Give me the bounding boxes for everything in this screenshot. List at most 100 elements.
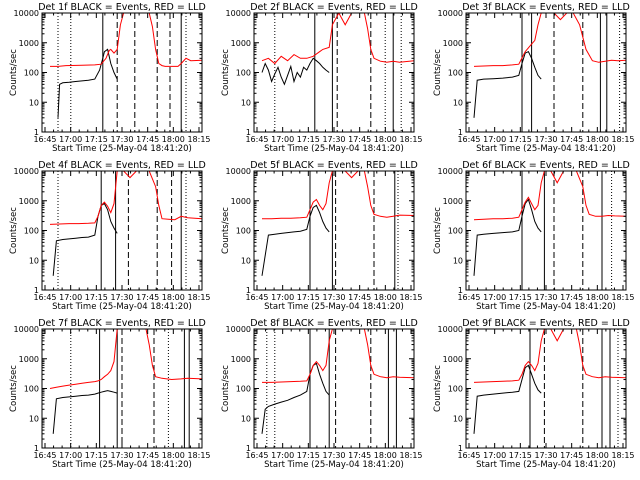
y-axis-label: Counts/sec	[221, 49, 231, 96]
y-tick-label: 10000	[14, 9, 39, 18]
series-line-events	[261, 362, 330, 434]
x-tick-label: 17:00	[59, 451, 82, 460]
y-axis-label: Counts/sec	[9, 49, 19, 96]
y-tick-label: 10000	[226, 9, 251, 18]
x-axis-label: Start Time (25-May-04 18:41:20)	[264, 302, 404, 312]
x-tick-label: 16:45	[33, 451, 56, 460]
x-tick-label: 18:15	[399, 451, 422, 460]
series-line-events	[57, 48, 118, 118]
chart-title: Det 1f BLACK = Events, RED = LLD	[38, 2, 206, 13]
chart-panel: Det 4f BLACK = Events, RED = LLD 1 10 100 10…	[9, 160, 211, 312]
x-tick-label: 17:15	[85, 451, 108, 460]
series-line-events	[261, 57, 330, 86]
y-axis-label: Counts/sec	[433, 49, 443, 96]
chart-title: Det 2f BLACK = Events, RED = LLD	[250, 2, 418, 13]
x-tick-label: 18:00	[374, 135, 397, 144]
chart-title: Det 3f BLACK = Events, RED = LLD	[462, 2, 630, 13]
plot-frame	[253, 12, 415, 133]
y-axis-label: Counts/sec	[9, 207, 19, 254]
y-tick-label: 10	[241, 256, 251, 265]
x-tick-label: 17:45	[560, 451, 583, 460]
y-tick-label: 1	[246, 286, 251, 295]
x-tick-label: 17:30	[534, 451, 557, 460]
x-tick-label: 16:45	[245, 135, 268, 144]
x-tick-label: 18:15	[399, 135, 422, 144]
series-line-lld	[261, 13, 414, 65]
series-line-lld	[262, 171, 414, 220]
x-tick-label: 18:15	[611, 451, 634, 460]
y-tick-label: 1000	[443, 197, 463, 206]
x-axis-label: Start Time (25-May-04 18:41:20)	[264, 144, 404, 154]
x-tick-label: 18:00	[586, 135, 609, 144]
y-tick-label: 100	[24, 69, 39, 78]
x-tick-label: 17:15	[509, 135, 532, 144]
x-tick-label: 18:15	[611, 135, 634, 144]
x-tick-label: 18:00	[374, 451, 397, 460]
plot-frame	[465, 12, 627, 133]
y-tick-label: 10000	[14, 167, 39, 176]
series-line-lld	[262, 329, 414, 383]
x-tick-label: 17:00	[271, 293, 294, 302]
y-tick-label: 10000	[14, 325, 39, 334]
x-tick-label: 17:00	[483, 293, 506, 302]
x-tick-label: 17:30	[110, 293, 133, 302]
y-axis-label: Counts/sec	[9, 365, 19, 412]
plot-frame	[253, 328, 415, 449]
y-axis-label: Counts/sec	[221, 207, 231, 254]
x-tick-label: 18:15	[187, 135, 210, 144]
plot-frame	[253, 170, 415, 291]
y-tick-label: 1000	[231, 197, 251, 206]
y-tick-label: 100	[236, 69, 251, 78]
x-axis-label: Start Time (25-May-04 18:41:20)	[476, 302, 616, 312]
x-tick-label: 17:30	[110, 135, 133, 144]
x-tick-label: 17:45	[136, 135, 159, 144]
series-line-lld	[50, 13, 202, 67]
x-tick-label: 17:00	[483, 135, 506, 144]
x-tick-label: 18:15	[187, 293, 210, 302]
x-tick-label: 17:15	[85, 293, 108, 302]
y-axis-label: Counts/sec	[221, 365, 231, 412]
x-tick-label: 17:15	[85, 135, 108, 144]
x-tick-label: 16:45	[245, 293, 268, 302]
y-tick-label: 1000	[19, 39, 39, 48]
y-tick-label: 10	[453, 256, 463, 265]
y-tick-label: 1	[458, 286, 463, 295]
x-axis-label: Start Time (25-May-04 18:41:20)	[52, 144, 192, 154]
x-axis-label: Start Time (25-May-04 18:41:20)	[52, 460, 192, 470]
x-tick-label: 18:15	[611, 293, 634, 302]
x-tick-label: 17:30	[534, 293, 557, 302]
x-tick-label: 17:30	[322, 293, 345, 302]
x-tick-label: 17:15	[509, 293, 532, 302]
x-tick-label: 17:45	[136, 293, 159, 302]
x-tick-label: 17:00	[59, 293, 82, 302]
y-tick-label: 10000	[438, 167, 463, 176]
chart-panel: Det 3f BLACK = Events, RED = LLD 1 10 100 10…	[433, 2, 635, 154]
y-tick-label: 100	[24, 227, 39, 236]
chart-panel: Det 6f BLACK = Events, RED = LLD 1 10 100 10…	[433, 160, 635, 312]
chart-title: Det 9f BLACK = Events, RED = LLD	[462, 318, 630, 329]
x-tick-label: 17:45	[348, 293, 371, 302]
y-tick-label: 1	[34, 128, 39, 137]
series-line-events	[261, 204, 330, 276]
y-tick-label: 1000	[19, 197, 39, 206]
x-tick-label: 17:15	[297, 293, 320, 302]
x-tick-label: 17:30	[322, 135, 345, 144]
x-tick-label: 17:15	[297, 135, 320, 144]
y-tick-label: 1000	[443, 355, 463, 364]
y-tick-label: 100	[448, 385, 463, 394]
chart-title: Det 8f BLACK = Events, RED = LLD	[250, 318, 418, 329]
x-tick-label: 18:00	[586, 451, 609, 460]
chart-title: Det 4f BLACK = Events, RED = LLD	[38, 160, 206, 171]
y-tick-label: 10	[29, 256, 39, 265]
x-tick-label: 16:45	[33, 293, 56, 302]
x-tick-label: 16:45	[457, 135, 480, 144]
series-line-events	[52, 202, 118, 276]
series-line-events	[473, 364, 542, 434]
x-tick-label: 16:45	[33, 135, 56, 144]
y-tick-label: 100	[236, 385, 251, 394]
y-tick-label: 10	[453, 98, 463, 107]
x-tick-label: 17:00	[483, 451, 506, 460]
series-line-lld	[49, 329, 202, 389]
y-tick-label: 1000	[443, 39, 463, 48]
series-line-lld	[49, 171, 202, 225]
